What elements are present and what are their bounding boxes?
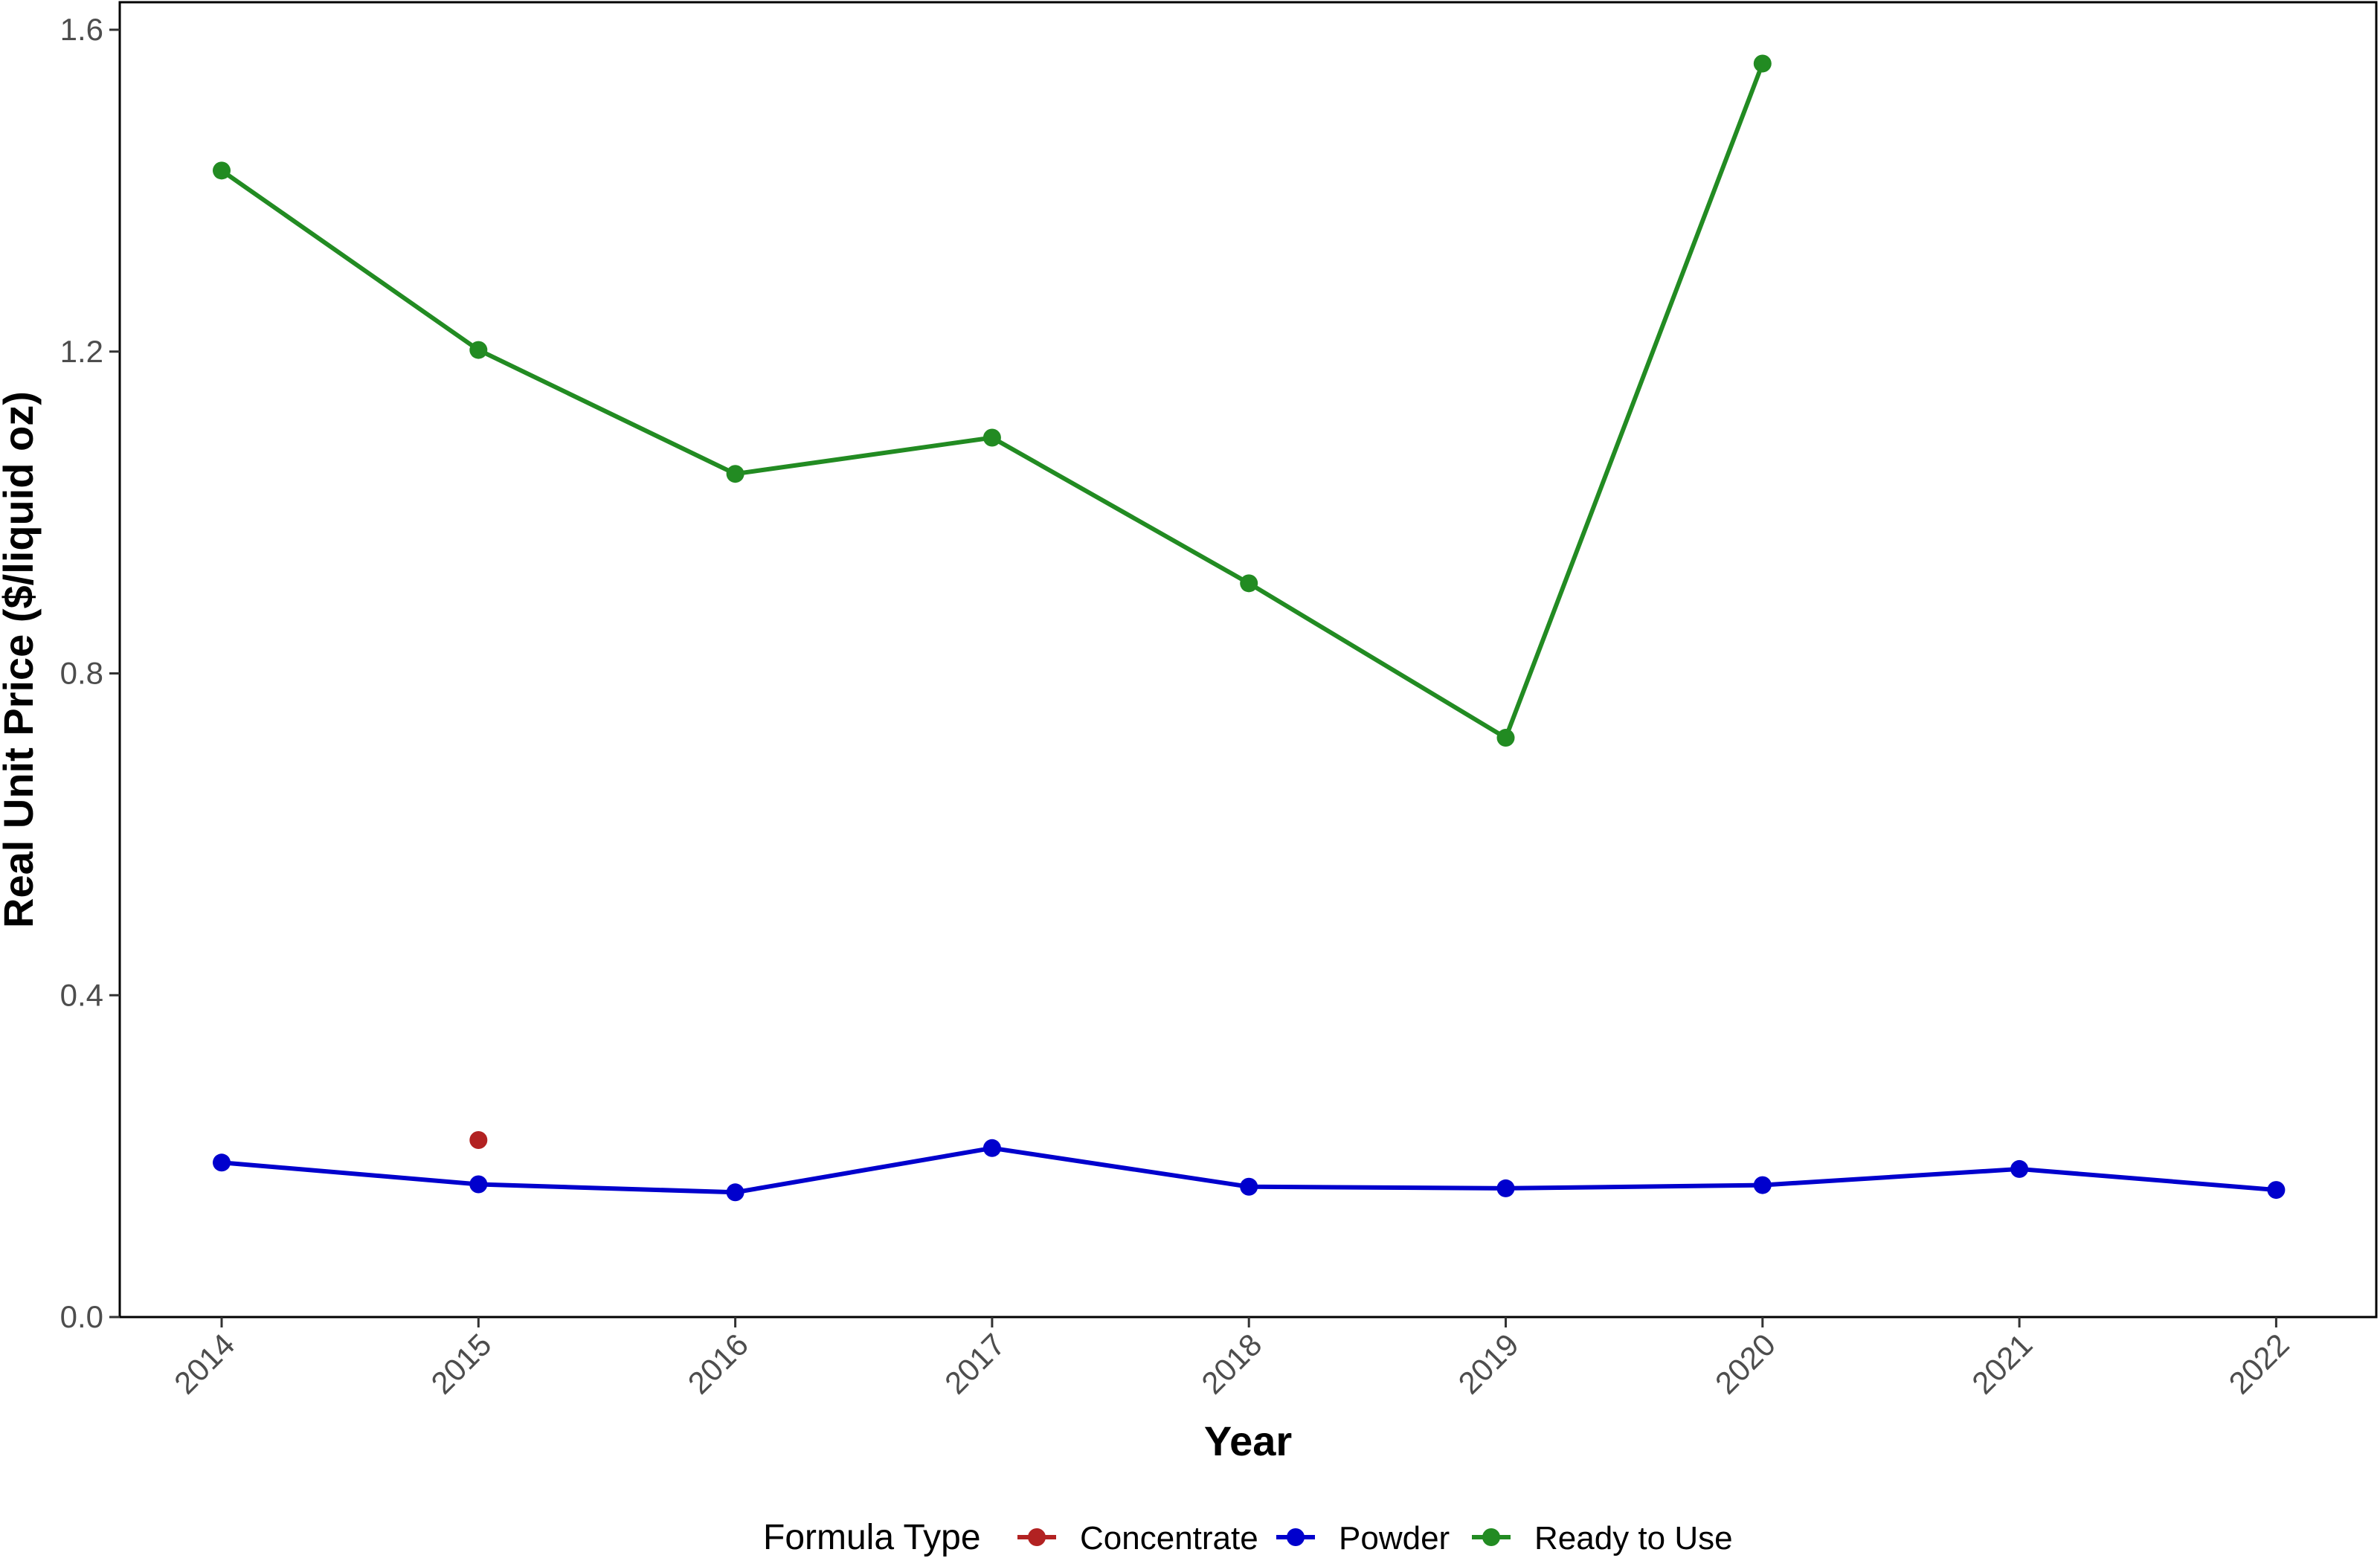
data-point-powder xyxy=(213,1153,231,1172)
legend-title: Formula Type xyxy=(763,1518,981,1557)
data-point-powder xyxy=(469,1175,488,1194)
x-axis: 2014 2015 2016 2017 2018 2019 2020 2021 2022 xyxy=(167,1317,2296,1400)
data-point-ready-to-use xyxy=(1496,729,1515,747)
data-point-powder xyxy=(2010,1159,2029,1178)
legend-key-point-ready-to-use xyxy=(1482,1528,1500,1546)
y-axis: 0.0 0.4 0.8 1.2 1.6 xyxy=(60,12,120,1334)
x-tick-label: 2022 xyxy=(2222,1327,2295,1400)
x-tick-label: 2016 xyxy=(681,1327,755,1400)
x-tick-label: 2017 xyxy=(938,1327,1012,1400)
y-tick-label: 0.0 xyxy=(60,1299,103,1334)
y-tick-label: 0.8 xyxy=(60,656,103,691)
data-point-ready-to-use xyxy=(1753,54,1772,73)
data-point-ready-to-use xyxy=(1240,574,1258,593)
x-tick-label: 2015 xyxy=(424,1327,498,1400)
legend: Formula Type Concentrate Powder Ready to U… xyxy=(763,1518,1733,1557)
y-tick-label: 0.4 xyxy=(60,977,103,1012)
data-point-ready-to-use xyxy=(213,161,231,180)
data-point-ready-to-use xyxy=(469,341,488,359)
legend-label-concentrate: Concentrate xyxy=(1080,1520,1258,1557)
y-tick-label: 1.6 xyxy=(60,12,103,47)
data-point-powder xyxy=(1753,1176,1772,1194)
x-tick-label: 2020 xyxy=(1708,1327,1782,1400)
data-point-powder xyxy=(2267,1181,2286,1200)
data-point-concentrate xyxy=(469,1130,488,1149)
y-tick-label: 1.2 xyxy=(60,334,103,369)
legend-label-powder: Powder xyxy=(1339,1520,1450,1557)
legend-label-ready-to-use: Ready to Use xyxy=(1534,1520,1733,1557)
data-point-powder xyxy=(726,1183,744,1202)
y-axis-title: Real Unit Price ($/liquid oz) xyxy=(0,391,42,928)
data-point-powder xyxy=(1240,1177,1258,1196)
series-layer xyxy=(213,54,2286,1202)
plot-panel xyxy=(118,1,2378,1319)
data-point-powder xyxy=(1496,1179,1515,1197)
data-point-ready-to-use xyxy=(982,428,1001,447)
x-tick-label: 2018 xyxy=(1194,1327,1268,1400)
x-tick-label: 2019 xyxy=(1452,1327,1525,1400)
data-point-ready-to-use xyxy=(726,465,744,483)
x-axis-title: Year xyxy=(1204,1417,1292,1464)
legend-key-point-concentrate xyxy=(1028,1528,1046,1546)
x-tick-label: 2014 xyxy=(167,1327,241,1400)
data-point-powder xyxy=(982,1139,1001,1157)
x-tick-label: 2021 xyxy=(1965,1327,2039,1400)
legend-key-point-powder xyxy=(1287,1528,1305,1546)
